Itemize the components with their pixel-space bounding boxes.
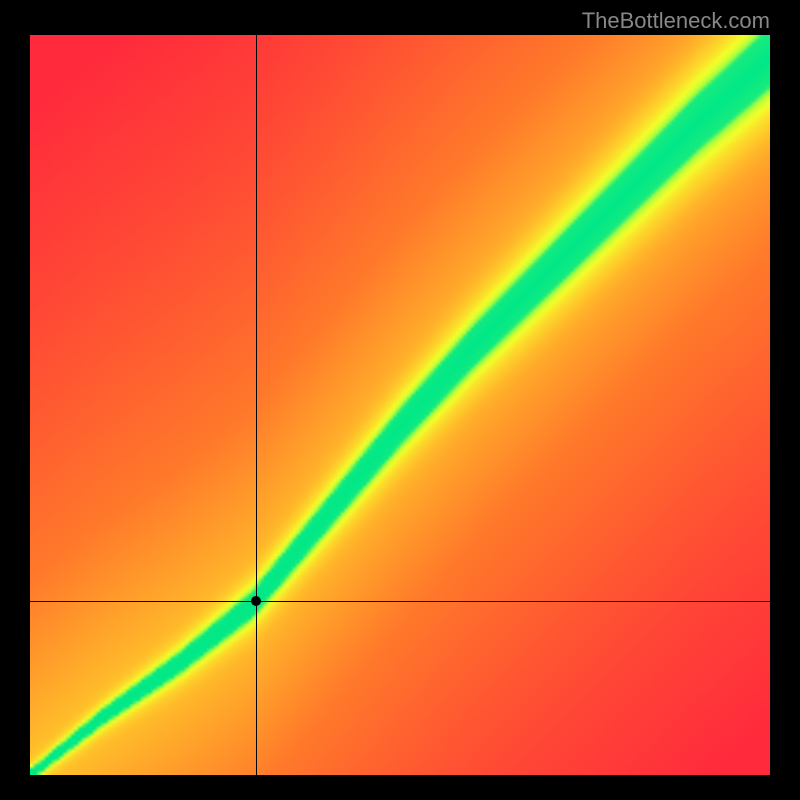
heatmap-plot	[30, 35, 770, 775]
crosshair-dot	[251, 596, 261, 606]
crosshair-horizontal	[30, 601, 770, 602]
watermark-text: TheBottleneck.com	[582, 8, 770, 34]
crosshair-vertical	[256, 35, 257, 775]
heatmap-canvas	[30, 35, 770, 775]
